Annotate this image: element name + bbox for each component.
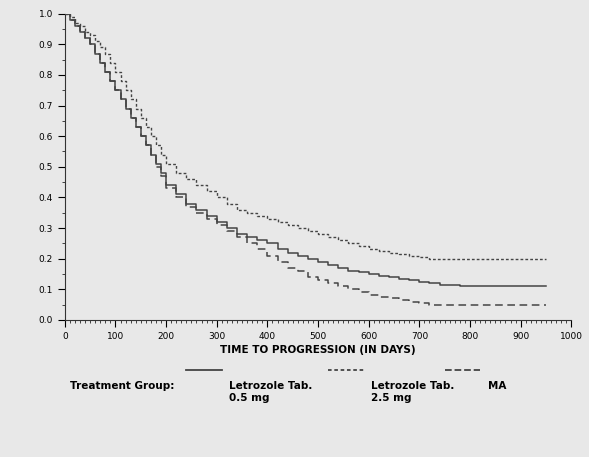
Text: Letrozole Tab.
2.5 mg: Letrozole Tab. 2.5 mg — [371, 381, 455, 403]
Text: Treatment Group:: Treatment Group: — [70, 381, 174, 391]
Text: MA: MA — [488, 381, 506, 391]
Text: Letrozole Tab.
0.5 mg: Letrozole Tab. 0.5 mg — [230, 381, 313, 403]
X-axis label: TIME TO PROGRESSION (IN DAYS): TIME TO PROGRESSION (IN DAYS) — [220, 345, 416, 355]
